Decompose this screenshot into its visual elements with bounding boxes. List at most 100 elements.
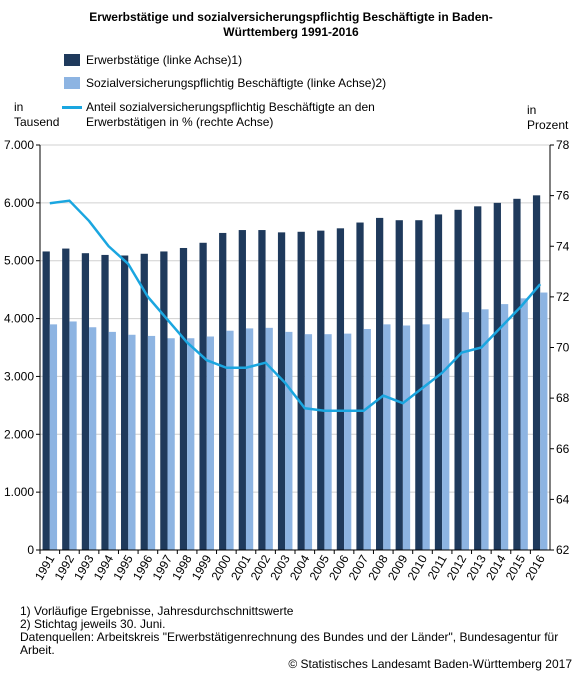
x-tick-label: 2005 xyxy=(307,552,333,582)
right-tick-label: 78 xyxy=(556,138,570,152)
x-tick-label: 2014 xyxy=(483,552,509,582)
bar-erwerbstaetige xyxy=(160,251,168,550)
copyright: © Statistisches Landesamt Baden-Württemb… xyxy=(288,657,572,671)
bar-svb xyxy=(147,335,156,550)
bar-erwerbstaetige xyxy=(238,230,246,551)
bar-erwerbstaetige xyxy=(454,209,462,551)
bar-svb xyxy=(187,338,195,550)
legend-label-anteil: Anteil sozialversicherungspflichtig Besc… xyxy=(86,100,375,129)
right-tick-label: 74 xyxy=(556,239,570,253)
chart-title-line1: Erwerbstätige und sozialversicherungspfl… xyxy=(89,10,493,24)
left-tick-label: 4.000 xyxy=(4,312,34,326)
bar-svb xyxy=(285,331,293,550)
left-tick-label: 0 xyxy=(27,543,34,557)
x-tick-label: 1993 xyxy=(71,552,97,582)
bar-erwerbstaetige xyxy=(62,248,70,551)
footnote-source: Datenquellen: Arbeitskreis "Erwerbstätig… xyxy=(20,630,559,657)
bar-erwerbstaetige xyxy=(42,251,50,550)
x-tick-label: 1991 xyxy=(32,552,58,582)
legend-swatch-anteil xyxy=(62,106,82,109)
left-axis-unit: in Tausend xyxy=(14,100,59,130)
right-axis-unit: in Prozent xyxy=(527,103,568,133)
legend-item-svb: Sozialversicherungspflichtig Beschäftigt… xyxy=(64,76,387,91)
bar-svb xyxy=(304,334,313,550)
line-anteil xyxy=(49,199,542,413)
left-tick-label: 3.000 xyxy=(4,369,34,383)
x-tick-label: 2006 xyxy=(326,552,352,582)
bar-erwerbstaetige xyxy=(376,217,384,550)
left-axis-unit-line2: Tausend xyxy=(14,115,60,129)
x-tick-label: 2003 xyxy=(267,552,293,582)
x-tick-label: 2000 xyxy=(208,552,234,582)
x-tick-label: 2009 xyxy=(385,552,411,582)
chart-title-line2: Württemberg 1991-2016 xyxy=(223,25,359,39)
legend-item-anteil: Anteil sozialversicherungspflichtig Besc… xyxy=(62,100,416,130)
bar-svb xyxy=(128,334,136,550)
bar-erwerbstaetige xyxy=(434,214,443,550)
bar-svb xyxy=(383,324,391,550)
bar-erwerbstaetige xyxy=(101,254,109,550)
bar-erwerbstaetige xyxy=(474,206,482,551)
bar-svb xyxy=(461,312,469,550)
right-tick-label: 66 xyxy=(556,442,570,456)
bar-erwerbstaetige xyxy=(395,220,403,550)
bar-erwerbstaetige xyxy=(81,253,90,550)
footnote-2: 2) Stichtag jeweils 30. Juni. xyxy=(20,617,166,631)
bar-svb xyxy=(422,324,430,550)
x-tick-label: 2016 xyxy=(522,552,548,582)
bar-erwerbstaetige xyxy=(121,255,129,550)
bar-svb xyxy=(363,328,371,550)
bar-erwerbstaetige xyxy=(513,198,521,551)
chart-plot: 0 1.000 2.000 3.000 4.000 5.000 6.000 7.000 62 64… xyxy=(4,138,570,583)
left-tick-label: 6.000 xyxy=(4,196,34,210)
bar-svb xyxy=(402,325,411,550)
right-tick-label: 62 xyxy=(556,543,570,557)
x-tick-label: 2007 xyxy=(346,552,372,582)
left-tick-label: 1.000 xyxy=(4,485,34,499)
x-tick-label: 2010 xyxy=(405,552,431,582)
x-tick-label: 1996 xyxy=(130,552,156,582)
bar-svb xyxy=(265,327,273,550)
x-tick-label: 2004 xyxy=(287,552,313,582)
bar-erwerbstaetige xyxy=(258,230,266,551)
bar-svb xyxy=(324,334,332,550)
right-tick-label: 64 xyxy=(556,492,570,506)
x-tick-label: 1995 xyxy=(110,552,136,582)
bar-svb xyxy=(226,330,234,550)
bar-svb xyxy=(206,336,214,550)
bar-erwerbstaetige xyxy=(297,231,305,551)
x-tick-label: 2015 xyxy=(503,552,529,582)
left-tick-label: 5.000 xyxy=(4,254,34,268)
bar-erwerbstaetige xyxy=(179,247,188,550)
left-tick-label: 2.000 xyxy=(4,427,34,441)
bar-svb xyxy=(49,324,58,550)
bar-svb xyxy=(89,327,97,550)
bar-svb xyxy=(442,318,450,550)
bar-svb xyxy=(481,309,489,550)
x-tick-label: 2008 xyxy=(365,552,391,582)
bar-svb xyxy=(69,321,77,550)
x-tick-label: 2002 xyxy=(248,552,274,582)
legend-label-svb: Sozialversicherungspflichtig Beschäftigt… xyxy=(86,76,387,90)
x-tick-label: 2001 xyxy=(228,552,254,582)
bar-erwerbstaetige xyxy=(140,253,148,550)
legend-swatch-svb xyxy=(64,77,80,89)
bar-svb xyxy=(520,298,528,550)
left-axis-unit-line1: in xyxy=(14,100,24,114)
bar-erwerbstaetige xyxy=(317,230,325,550)
x-tick-label: 2012 xyxy=(444,552,470,582)
left-tick-label: 7.000 xyxy=(4,138,34,152)
right-tick-label: 72 xyxy=(556,290,570,304)
right-axis-unit-line2: Prozent xyxy=(527,118,569,132)
bar-erwerbstaetige xyxy=(219,232,227,550)
bar-svb xyxy=(167,338,175,550)
bar-svb xyxy=(500,304,509,550)
x-tick-label: 2013 xyxy=(463,552,489,582)
x-tick-label: 1994 xyxy=(91,552,117,582)
bar-erwerbstaetige xyxy=(415,220,423,550)
bar-erwerbstaetige xyxy=(199,242,207,550)
bar-erwerbstaetige xyxy=(532,195,541,551)
x-tick-label: 1997 xyxy=(150,552,176,582)
legend-label-erwerbstaetige: Erwerbstätige (linke Achse)1) xyxy=(86,53,243,67)
bar-erwerbstaetige xyxy=(277,232,286,550)
